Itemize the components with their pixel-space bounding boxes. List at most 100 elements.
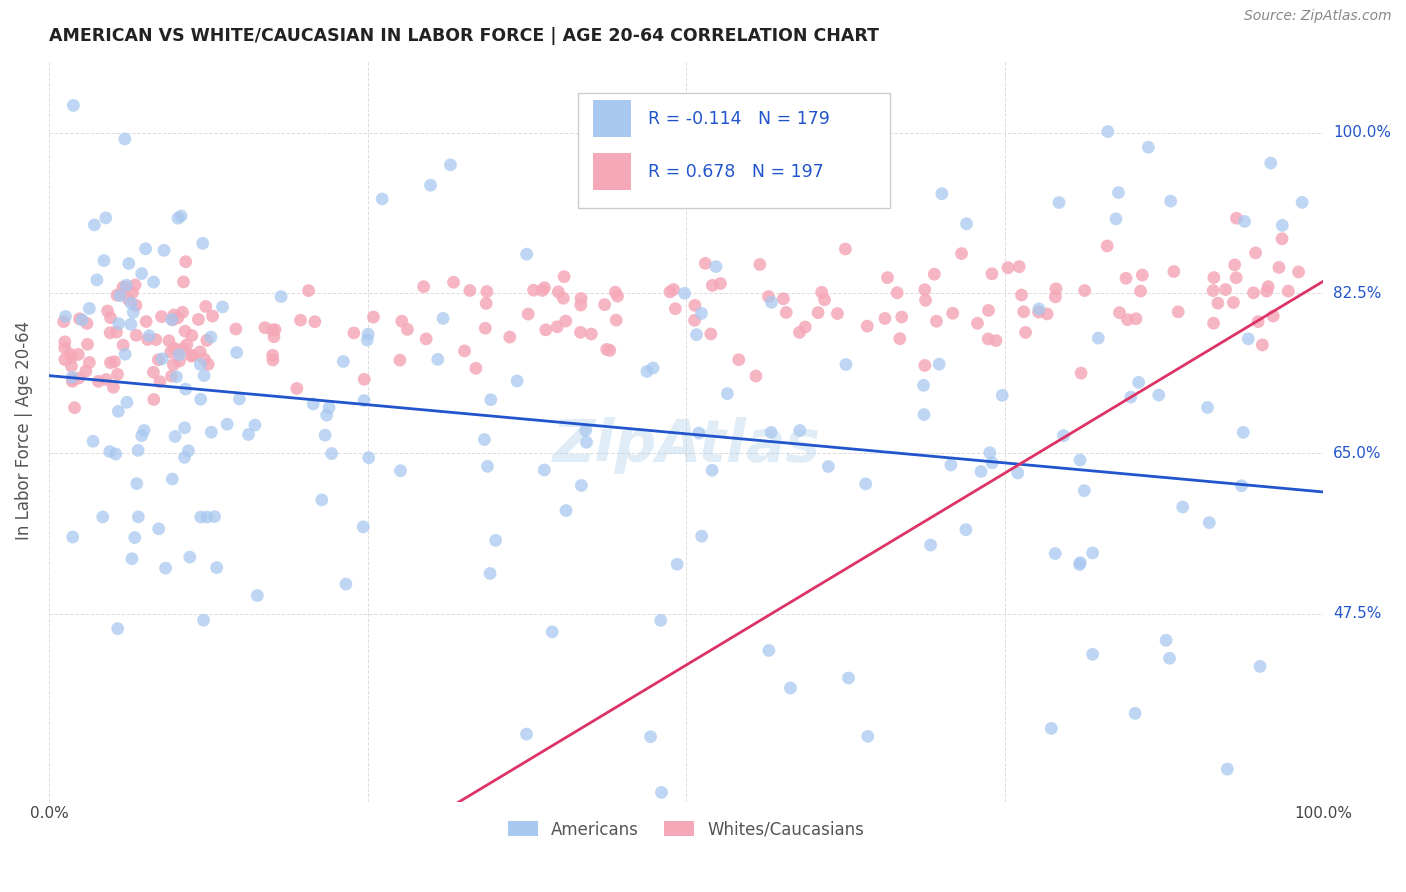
Point (1171, 500, 1194, 514)
Point (1125, 311, 1147, 326)
Point (94, 211, 117, 225)
Point (1040, 722, 1063, 736)
Point (163, 308, 186, 322)
Point (683, 313, 706, 327)
Point (1045, 290, 1067, 304)
Point (700, 326, 723, 341)
Point (352, 520, 374, 534)
Point (977, 303, 1000, 318)
Point (534, 323, 557, 337)
Point (173, 275, 195, 289)
Point (789, 424, 811, 438)
Point (856, 319, 879, 334)
Point (159, 345, 181, 359)
Point (163, 341, 186, 355)
Point (1288, 265, 1310, 279)
Point (1069, 556, 1091, 570)
Point (531, 284, 554, 298)
Point (195, 510, 218, 524)
Point (914, 293, 936, 308)
Point (516, 727, 538, 741)
Point (1129, 284, 1152, 298)
Point (132, 424, 155, 438)
Point (1007, 466, 1029, 480)
Point (103, 380, 125, 394)
Point (1087, 331, 1109, 345)
Point (211, 300, 233, 314)
Point (179, 550, 201, 565)
Point (1260, 156, 1282, 170)
Point (238, 427, 260, 442)
Point (474, 433, 496, 447)
Point (262, 348, 284, 362)
Point (167, 211, 190, 226)
Point (1237, 332, 1260, 346)
Point (107, 368, 129, 382)
Point (1128, 376, 1150, 390)
Point (160, 312, 183, 326)
Point (955, 523, 977, 537)
Point (1107, 186, 1129, 200)
Point (659, 285, 682, 299)
Point (193, 368, 215, 383)
Point (167, 343, 190, 358)
Point (76, 317, 98, 331)
Point (924, 267, 946, 281)
Point (105, 288, 128, 302)
Point (1073, 284, 1095, 298)
Point (253, 320, 276, 334)
Point (554, 314, 576, 328)
Point (506, 374, 529, 388)
Point (1202, 270, 1225, 285)
Point (79, 301, 101, 316)
Point (1047, 195, 1070, 210)
Point (569, 478, 592, 492)
Y-axis label: In Labor Force | Age 20-64: In Labor Force | Age 20-64 (15, 321, 32, 541)
Point (117, 293, 139, 307)
Point (53, 341, 76, 355)
Point (162, 472, 184, 486)
Point (142, 365, 165, 379)
Point (662, 283, 685, 297)
Point (979, 446, 1001, 460)
Point (664, 301, 686, 316)
Point (599, 343, 621, 358)
Text: R = -0.114   N = 179: R = -0.114 N = 179 (648, 111, 830, 128)
Point (1014, 326, 1036, 340)
Point (673, 286, 696, 301)
Point (772, 292, 794, 306)
Point (79, 355, 101, 369)
Text: Source: ZipAtlas.com: Source: ZipAtlas.com (1244, 9, 1392, 23)
Point (107, 317, 129, 331)
Point (1233, 214, 1256, 228)
Point (201, 309, 224, 323)
Point (1081, 546, 1104, 560)
Point (86, 273, 108, 287)
Text: ZipAtlas: ZipAtlas (553, 417, 820, 474)
Point (93, 253, 115, 268)
Point (432, 311, 454, 326)
Point (997, 260, 1019, 275)
Point (62, 98, 84, 112)
Point (683, 298, 706, 312)
Point (1232, 425, 1254, 440)
Point (1249, 659, 1271, 673)
Point (593, 298, 616, 312)
Point (343, 326, 366, 340)
Point (931, 186, 953, 201)
Point (890, 310, 912, 324)
Point (523, 283, 546, 297)
Point (606, 289, 628, 303)
Point (297, 284, 319, 298)
Point (172, 305, 194, 319)
Point (127, 509, 149, 524)
Point (1225, 270, 1247, 285)
Point (225, 322, 247, 336)
Point (121, 551, 143, 566)
Point (1215, 283, 1237, 297)
Point (121, 285, 143, 300)
Point (62, 372, 84, 386)
Point (475, 296, 498, 310)
Point (193, 613, 215, 627)
Point (166, 310, 188, 325)
